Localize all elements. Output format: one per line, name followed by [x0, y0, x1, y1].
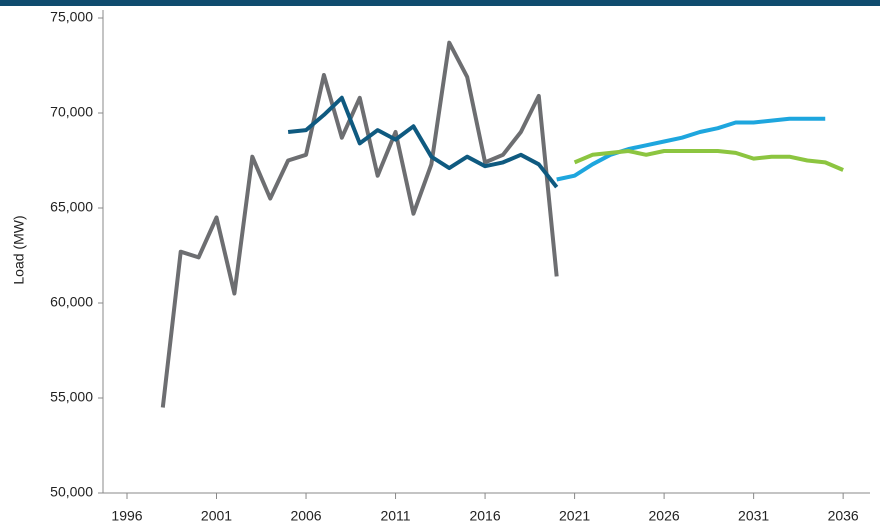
- line-series: [573, 149, 844, 172]
- x-tick-label: 2036: [828, 508, 859, 524]
- x-tick-label: 2006: [290, 508, 321, 524]
- top-bar: [0, 0, 880, 6]
- x-tick-label: 1996: [111, 508, 142, 524]
- x-tick-label: 2001: [201, 508, 232, 524]
- y-tick-label: 55,000: [50, 389, 93, 405]
- y-tick-label: 75,000: [50, 9, 93, 25]
- x-tick-label: 2026: [649, 508, 680, 524]
- line-series: [556, 116, 826, 182]
- x-tick-label: 2016: [469, 508, 500, 524]
- line-series: [160, 40, 559, 408]
- line-series: [287, 95, 559, 189]
- y-tick-label: 60,000: [50, 294, 93, 310]
- x-tick-label: 2011: [380, 508, 410, 524]
- y-tick-label: 50,000: [50, 484, 93, 500]
- y-axis-label: Load (MW): [11, 215, 27, 284]
- y-tick-label: 70,000: [50, 104, 93, 120]
- y-tick-label: 65,000: [50, 199, 93, 215]
- x-tick-label: 2031: [738, 508, 769, 524]
- x-tick-label: 2021: [559, 508, 590, 524]
